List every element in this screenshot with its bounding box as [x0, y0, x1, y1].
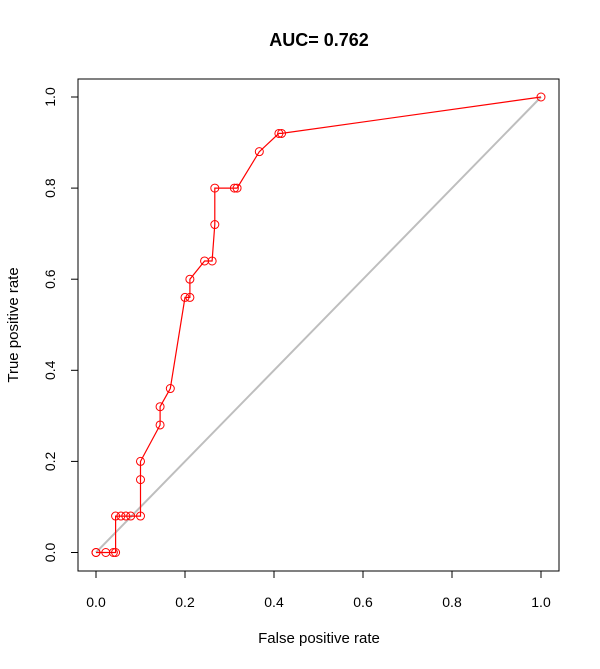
x-tick-label: 0.8 — [442, 594, 462, 610]
roc-point — [155, 402, 165, 412]
diagonal-reference-line — [95, 96, 542, 554]
roc-point — [121, 511, 131, 521]
roc-point — [136, 511, 145, 521]
y-axis-label: True positive rate — [5, 267, 22, 382]
roc-point — [274, 128, 284, 138]
roc-point — [232, 183, 242, 193]
roc-point — [210, 220, 220, 230]
roc-point — [108, 548, 118, 557]
roc-point — [111, 548, 121, 557]
roc-point — [229, 183, 239, 193]
x-tick-label: 0.4 — [264, 594, 284, 610]
x-tick-label: 0.6 — [353, 594, 373, 610]
roc-point — [207, 256, 217, 266]
roc-point — [254, 147, 264, 157]
y-tick-label: 0.6 — [42, 269, 58, 289]
roc-point — [277, 128, 287, 138]
roc-point — [91, 548, 101, 557]
x-axis-label: False positive rate — [258, 630, 380, 647]
x-tick-label: 1.0 — [531, 594, 551, 610]
roc-point — [180, 292, 190, 302]
roc-point — [136, 456, 145, 466]
roc-point — [536, 92, 546, 102]
y-axis: 0.0 0.2 0.4 0.6 0.8 1.0 — [42, 87, 79, 563]
x-axis: 0.0 0.2 0.4 0.6 0.8 1.0 — [86, 570, 551, 610]
y-tick-label: 0.8 — [42, 178, 58, 198]
roc-point — [136, 475, 145, 485]
roc-point — [185, 292, 195, 302]
x-tick-label: 0.0 — [86, 594, 106, 610]
y-tick-label: 0.2 — [42, 451, 58, 471]
y-tick-label: 1.0 — [42, 87, 58, 107]
roc-point — [165, 384, 175, 394]
x-tick-label: 0.2 — [175, 594, 195, 610]
roc-point — [210, 183, 220, 193]
roc-point — [116, 511, 126, 521]
roc-point — [126, 511, 136, 521]
y-tick-label: 0.4 — [42, 360, 58, 380]
roc-point — [185, 274, 195, 284]
y-tick-label: 0.0 — [42, 543, 58, 563]
roc-point — [155, 420, 165, 430]
chart-title: AUC= 0.762 — [269, 30, 369, 50]
roc-curve-series — [91, 92, 546, 557]
roc-point — [111, 511, 121, 521]
